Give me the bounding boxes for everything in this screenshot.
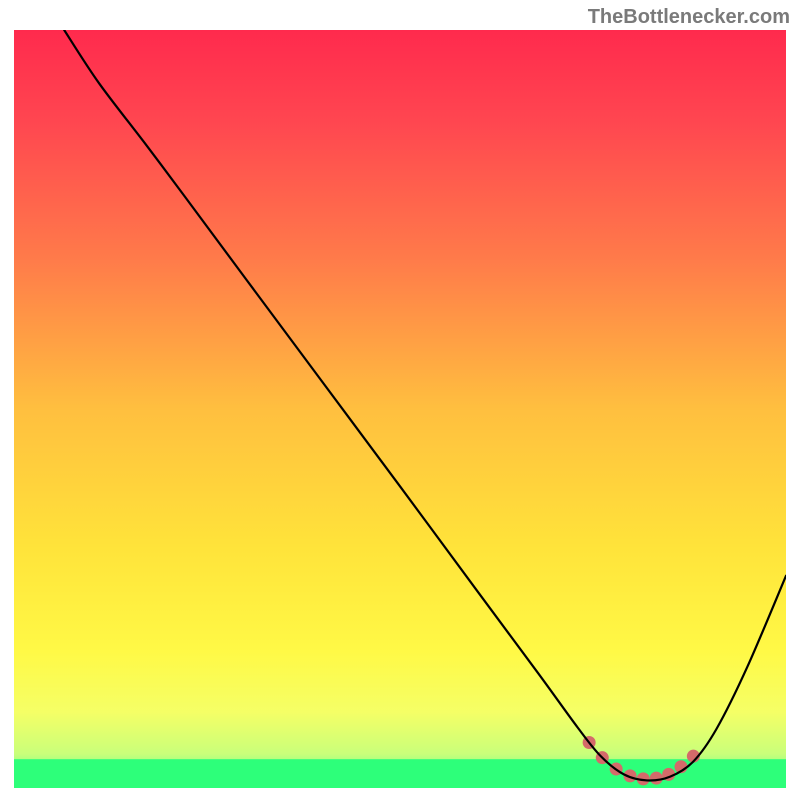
chart-container: TheBottlenecker.com — [0, 0, 800, 800]
bottleneck-curve — [64, 30, 786, 780]
attribution-text: TheBottlenecker.com — [588, 6, 790, 29]
bottleneck-curve-overlay — [14, 30, 786, 788]
plot-area — [14, 30, 786, 788]
sweet-spot-dot — [650, 772, 663, 785]
